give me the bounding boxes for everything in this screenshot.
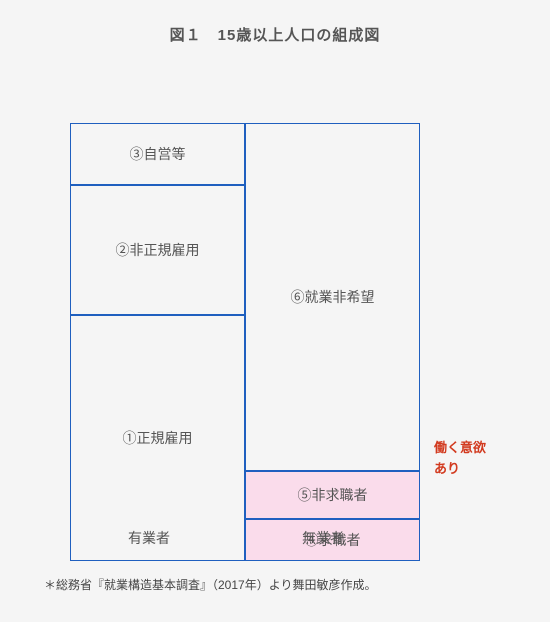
cell-regular: ①正規雇用	[70, 315, 245, 561]
cell-non-regular: ②非正規雇用	[70, 185, 245, 315]
side-note-line1: 働く意欲	[434, 440, 486, 455]
axis-unemployed: 無業者	[302, 528, 344, 548]
source-footnote: ＊総務省『就業構造基本調査』（2017年）より舞田敏彦作成。	[44, 576, 376, 593]
cell-self-employed: ③自営等	[70, 123, 245, 185]
side-note-motivation: 働く意欲 あり	[434, 438, 486, 480]
side-note-line2: あり	[434, 461, 460, 476]
figure-title: 図１ 15歳以上人口の組成図	[0, 0, 550, 45]
axis-employed: 有業者	[128, 528, 170, 548]
cell-not-wishing: ⑥就業非希望	[245, 123, 420, 471]
cell-non-seeker: ⑤非求職者	[245, 471, 420, 519]
